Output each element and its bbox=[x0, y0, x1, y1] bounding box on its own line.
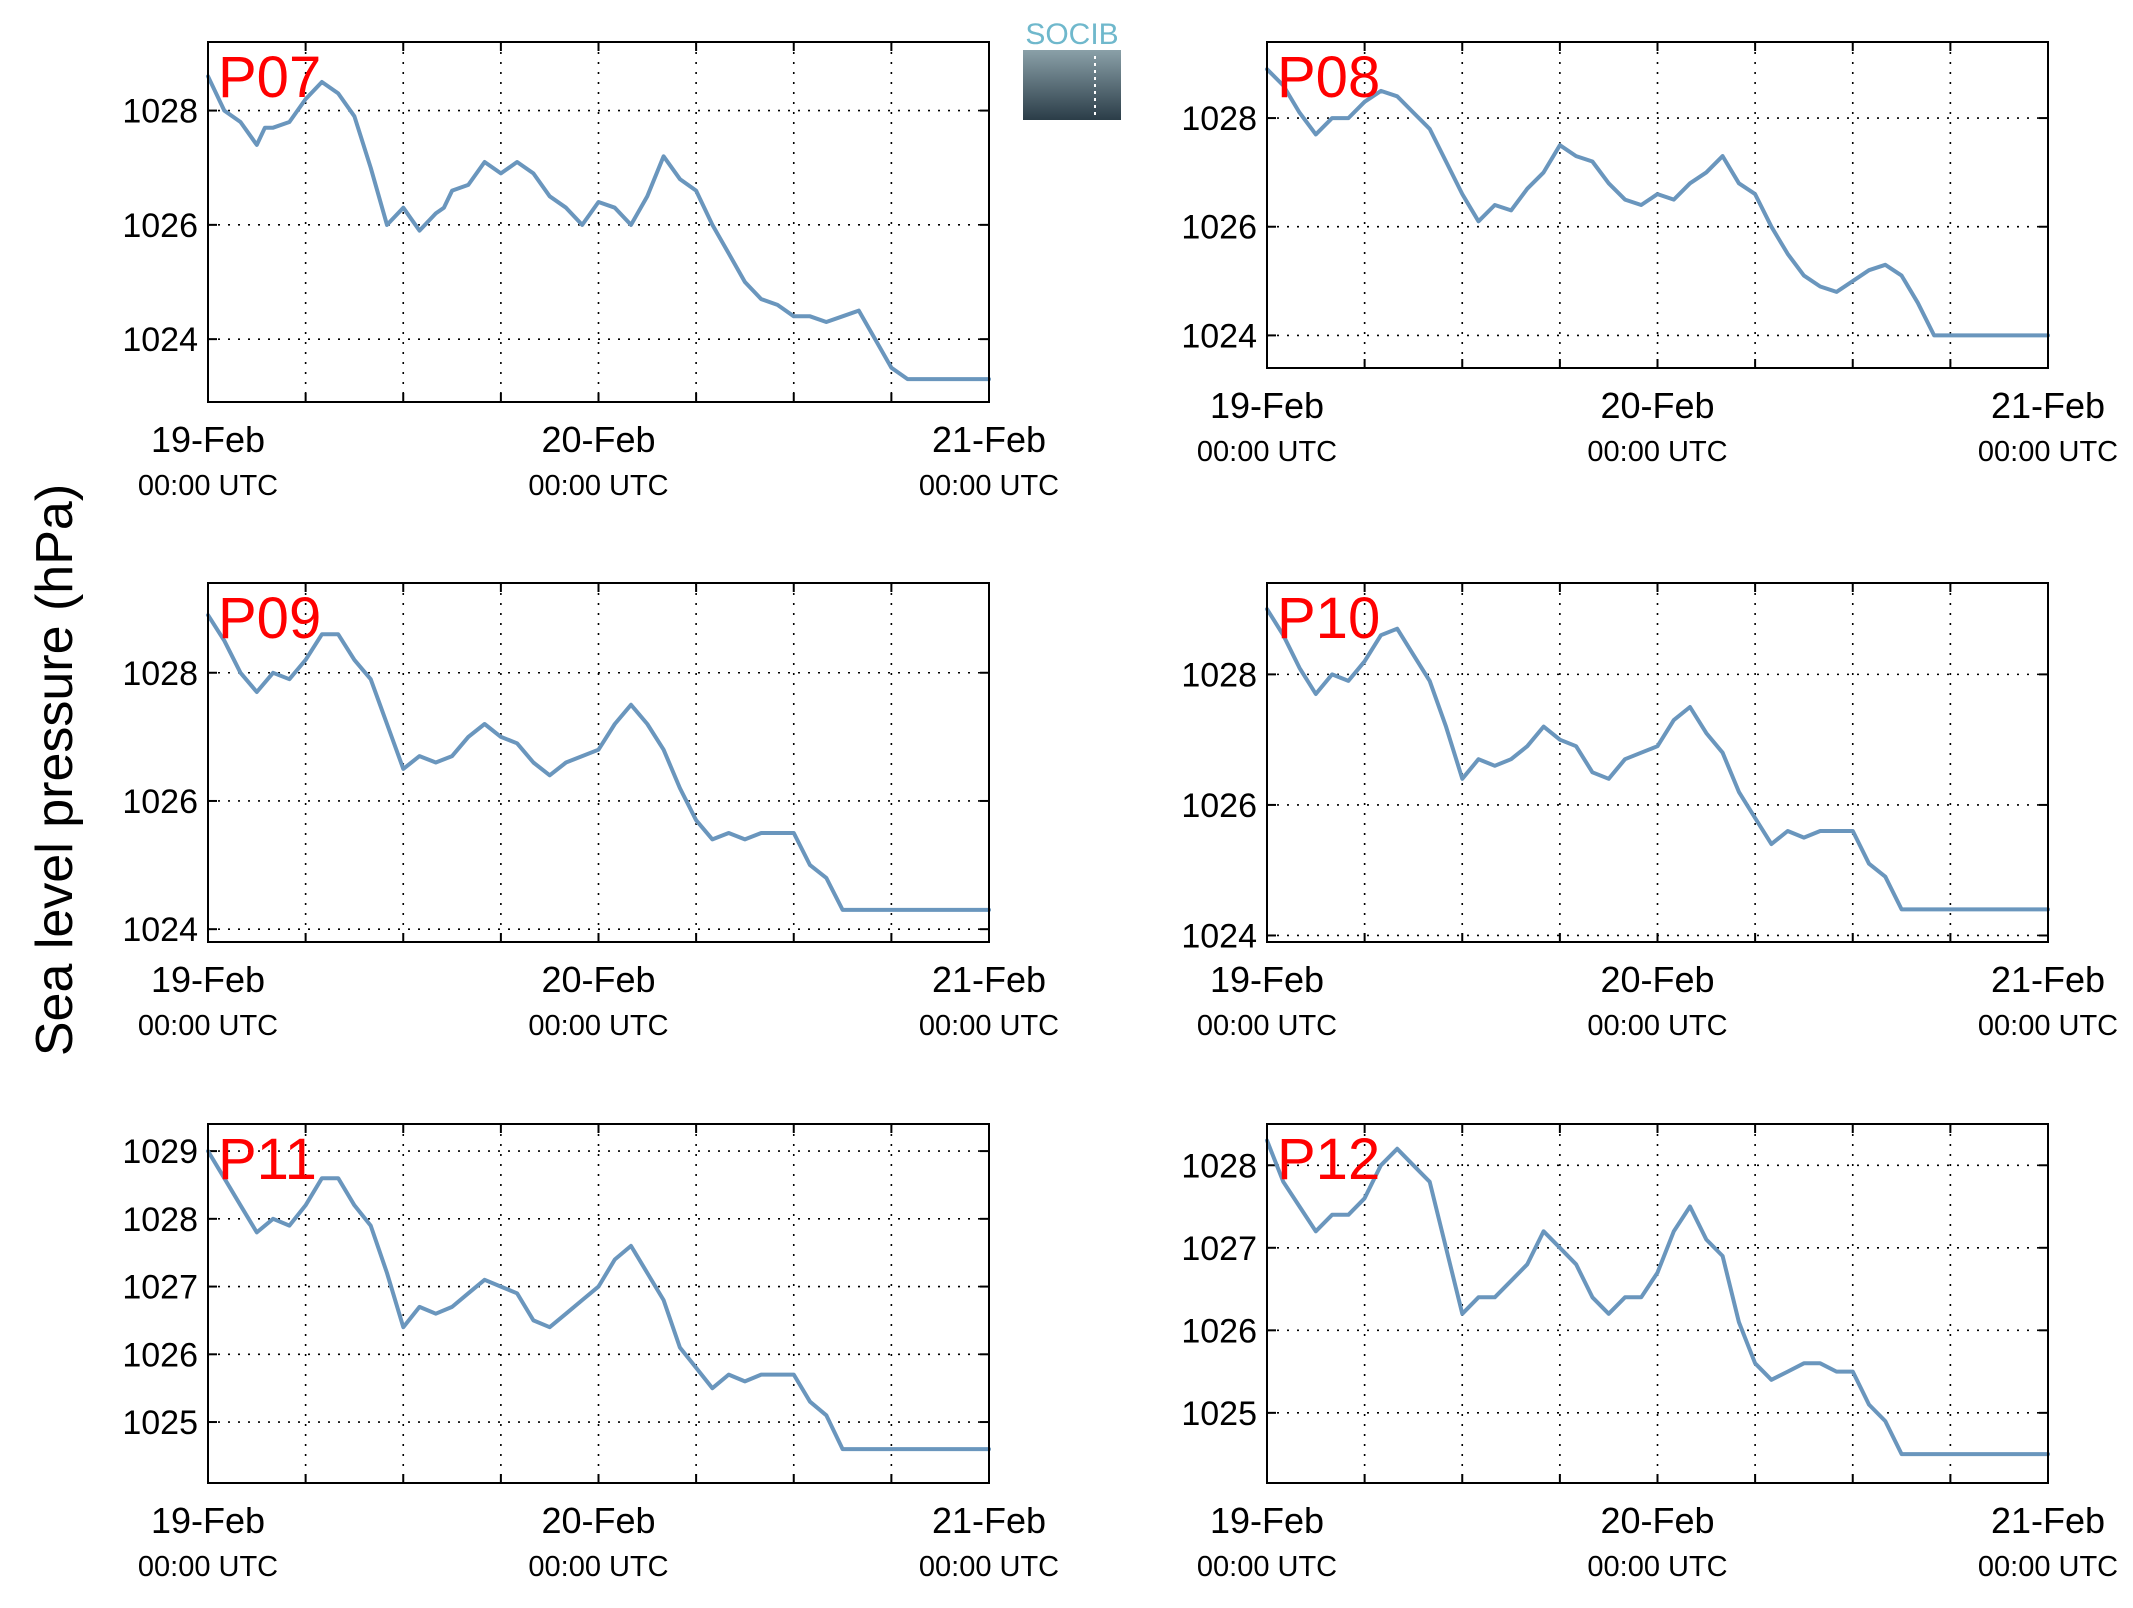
panel-p12: 1025 1026 1027 1028 P12 19-Feb 00:00 UTC 20-Feb… bbox=[1181, 1123, 2118, 1583]
y-tick-label: 1026 bbox=[1181, 787, 1257, 825]
y-tick-label: 1027 bbox=[122, 1269, 198, 1307]
panel-p09: 1024 1026 1028 P09 19-Feb 00:00 UTC 20-Feb 00:0… bbox=[122, 582, 1059, 1042]
y-tick-label: 1027 bbox=[1181, 1230, 1257, 1268]
x-tick-sublabel: 00:00 UTC bbox=[1197, 436, 1337, 468]
pressure-series-line bbox=[1265, 67, 2050, 338]
x-tick-label: 19-Feb bbox=[1210, 385, 1324, 426]
y-tick-label: 1024 bbox=[1181, 917, 1257, 955]
panel-p10: 1024 1026 1028 P10 19-Feb 00:00 UTC 20-Feb 00:0… bbox=[1181, 582, 2118, 1042]
x-tick-label: 20-Feb bbox=[541, 1500, 655, 1541]
axes-frame bbox=[1266, 582, 2049, 943]
y-tick-label: 1025 bbox=[122, 1404, 198, 1442]
y-tick-label: 1028 bbox=[122, 1201, 198, 1239]
panel-label: P08 bbox=[1277, 45, 1380, 110]
x-tick-label: 20-Feb bbox=[541, 419, 655, 460]
panel-label: P11 bbox=[218, 1127, 317, 1192]
y-tick-label: 1024 bbox=[122, 321, 198, 359]
x-tick-sublabel: 00:00 UTC bbox=[528, 1551, 668, 1583]
x-tick-sublabel: 00:00 UTC bbox=[1197, 1010, 1337, 1042]
x-tick-sublabel: 00:00 UTC bbox=[138, 1551, 278, 1583]
socib-logo-text: SOCIB bbox=[1025, 18, 1118, 51]
x-tick-label: 21-Feb bbox=[932, 1500, 1046, 1541]
x-tick-label: 19-Feb bbox=[1210, 959, 1324, 1000]
x-tick-sublabel: 00:00 UTC bbox=[528, 1010, 668, 1042]
y-tick-label: 1028 bbox=[1181, 1147, 1257, 1185]
x-tick-label: 21-Feb bbox=[1991, 385, 2105, 426]
x-tick-sublabel: 00:00 UTC bbox=[1197, 1551, 1337, 1583]
y-tick-label: 1028 bbox=[122, 655, 198, 693]
y-tick-label: 1029 bbox=[122, 1133, 198, 1171]
socib-logo-block bbox=[1023, 50, 1121, 120]
axes-frame bbox=[207, 1123, 990, 1484]
panels: 1024 1026 1028 P07 19-Feb 00:00 UTC 20-Feb 00:0… bbox=[122, 41, 2118, 1583]
x-tick-label: 19-Feb bbox=[151, 959, 265, 1000]
x-tick-label: 21-Feb bbox=[1991, 959, 2105, 1000]
pressure-series-line bbox=[1265, 1138, 2050, 1457]
y-tick-label: 1028 bbox=[1181, 100, 1257, 138]
axes-frame bbox=[207, 582, 990, 943]
panel-p11: 1025 1026 1027 1028 1029 P11 19-Feb 00:00 UTC 20… bbox=[122, 1123, 1059, 1583]
panel-label: P07 bbox=[218, 45, 321, 110]
x-tick-sublabel: 00:00 UTC bbox=[1978, 436, 2118, 468]
y-tick-label: 1028 bbox=[1181, 656, 1257, 694]
x-tick-sublabel: 00:00 UTC bbox=[1978, 1551, 2118, 1583]
x-tick-sublabel: 00:00 UTC bbox=[1587, 1551, 1727, 1583]
x-tick-label: 20-Feb bbox=[541, 959, 655, 1000]
panel-label: P12 bbox=[1277, 1127, 1380, 1192]
panel-label: P10 bbox=[1277, 586, 1380, 651]
plot-area bbox=[1267, 583, 2048, 942]
panel-label: P09 bbox=[218, 586, 321, 651]
x-tick-sublabel: 00:00 UTC bbox=[919, 1010, 1059, 1042]
axes-frame bbox=[1266, 1123, 2049, 1484]
y-tick-label: 1026 bbox=[1181, 209, 1257, 247]
plot-area bbox=[208, 1124, 989, 1483]
y-tick-label: 1028 bbox=[122, 93, 198, 131]
y-tick-label: 1026 bbox=[122, 207, 198, 245]
y-tick-label: 1026 bbox=[1181, 1312, 1257, 1350]
x-tick-label: 19-Feb bbox=[151, 1500, 265, 1541]
axes-frame bbox=[1266, 41, 2049, 369]
x-tick-sublabel: 00:00 UTC bbox=[919, 1551, 1059, 1583]
x-tick-label: 19-Feb bbox=[1210, 1500, 1324, 1541]
x-tick-sublabel: 00:00 UTC bbox=[1587, 1010, 1727, 1042]
pressure-series-line bbox=[206, 613, 991, 912]
x-tick-label: 21-Feb bbox=[932, 419, 1046, 460]
x-tick-label: 21-Feb bbox=[932, 959, 1046, 1000]
x-tick-sublabel: 00:00 UTC bbox=[1978, 1010, 2118, 1042]
panel-p07: 1024 1026 1028 P07 19-Feb 00:00 UTC 20-Feb 00:0… bbox=[122, 41, 1059, 502]
pressure-series-line bbox=[206, 74, 991, 382]
panel-p08: 1024 1026 1028 P08 19-Feb 00:00 UTC 20-Feb 00:0… bbox=[1181, 41, 2118, 468]
x-tick-sublabel: 00:00 UTC bbox=[138, 470, 278, 502]
x-tick-sublabel: 00:00 UTC bbox=[528, 470, 668, 502]
x-tick-sublabel: 00:00 UTC bbox=[1587, 436, 1727, 468]
x-tick-label: 20-Feb bbox=[1600, 959, 1714, 1000]
plot-area bbox=[208, 583, 989, 942]
y-tick-label: 1024 bbox=[122, 911, 198, 949]
y-tick-label: 1026 bbox=[122, 783, 198, 821]
x-tick-sublabel: 00:00 UTC bbox=[919, 470, 1059, 502]
pressure-series-line bbox=[1265, 607, 2050, 912]
pressure-series-line bbox=[206, 1149, 991, 1452]
x-tick-label: 19-Feb bbox=[151, 419, 265, 460]
socib-logo: SOCIB bbox=[1023, 18, 1121, 120]
x-tick-label: 20-Feb bbox=[1600, 1500, 1714, 1541]
x-tick-label: 21-Feb bbox=[1991, 1500, 2105, 1541]
y-tick-label: 1025 bbox=[1181, 1395, 1257, 1433]
y-tick-label: 1026 bbox=[122, 1336, 198, 1374]
y-tick-label: 1024 bbox=[1181, 317, 1257, 355]
plot-area bbox=[1267, 1124, 2048, 1483]
figure-ylabel: Sea level pressure (hPa) bbox=[26, 484, 84, 1056]
axes-frame bbox=[207, 41, 990, 403]
x-tick-sublabel: 00:00 UTC bbox=[138, 1010, 278, 1042]
x-tick-label: 20-Feb bbox=[1600, 385, 1714, 426]
